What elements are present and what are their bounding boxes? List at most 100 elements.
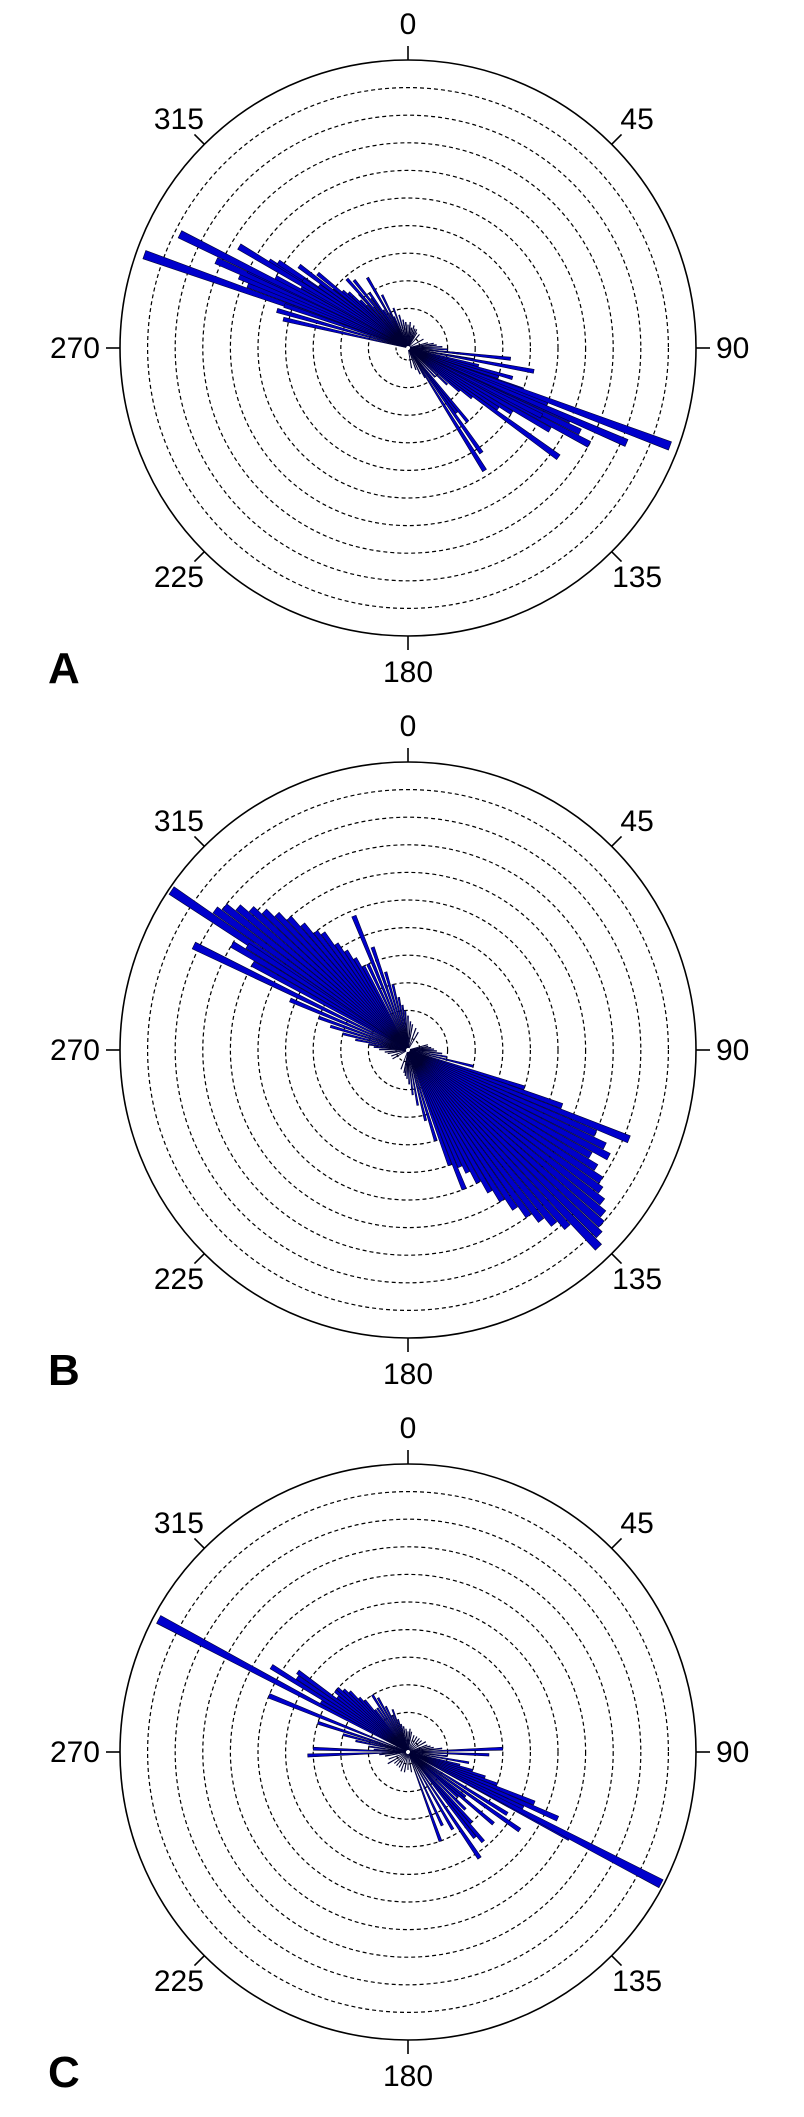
rose-bar	[409, 338, 424, 348]
rose-bar	[393, 1753, 407, 1764]
angle-label: 225	[154, 1263, 204, 1296]
grid-ring	[285, 926, 532, 1173]
grid-ring	[229, 1573, 587, 1931]
rose-bar	[156, 1615, 407, 1752]
grid-ring	[312, 954, 504, 1146]
rose-bar	[177, 230, 407, 348]
grid-ring	[367, 1009, 449, 1091]
grid-ring	[174, 816, 642, 1284]
angle-label: 135	[612, 1965, 662, 1998]
grid-ring	[340, 280, 476, 416]
rose-bar	[408, 332, 418, 347]
angle-tick	[611, 835, 623, 847]
angle-tick	[611, 1253, 623, 1265]
angle-label: 315	[154, 103, 204, 136]
rose-bar	[408, 1027, 417, 1049]
panel-label: B	[48, 1346, 80, 1395]
rose-bar	[410, 347, 512, 361]
grid-ring	[202, 142, 614, 554]
rose-bar	[407, 1754, 409, 1770]
rose-bar	[384, 1752, 406, 1757]
outer-circle	[119, 761, 697, 1339]
rose-bar	[398, 1753, 408, 1768]
grid-ring	[312, 1656, 504, 1848]
rose-bar	[409, 1737, 420, 1751]
rose-bar	[245, 942, 407, 1050]
rose-bar	[387, 1050, 406, 1055]
angle-label: 0	[400, 1412, 417, 1445]
rose-bar	[400, 1051, 408, 1070]
outer-circle	[119, 59, 697, 637]
rose-bar	[212, 906, 407, 1050]
rose-bar	[409, 348, 561, 461]
rose-bar	[283, 303, 407, 348]
rose-bar	[408, 1024, 414, 1048]
angle-label: 270	[50, 1736, 100, 1769]
rose-bar	[409, 1741, 427, 1752]
rose-bar	[408, 1731, 413, 1750]
angle-label: 0	[400, 8, 417, 41]
angle-tick	[193, 1253, 205, 1265]
angle-tick	[611, 551, 623, 563]
rose-bar	[408, 1754, 413, 1773]
grid-ring	[340, 1684, 476, 1820]
grid-ring	[174, 114, 642, 582]
angle-label: 45	[620, 805, 653, 838]
rose-bar	[400, 1753, 408, 1772]
angle-tick	[611, 133, 623, 145]
rose-bar	[403, 1754, 408, 1773]
rose-bar	[409, 348, 544, 419]
rose-bar	[392, 1050, 407, 1060]
grid-ring	[202, 1546, 614, 1958]
angle-label: 45	[620, 103, 653, 136]
grid-ring	[229, 871, 587, 1229]
grid-ring	[285, 1628, 532, 1875]
panel-label: A	[48, 644, 80, 693]
angle-label: 315	[154, 1507, 204, 1540]
rose-bar	[409, 1744, 428, 1752]
rose-panel-a: 0 45 90 135 180 225 270 315 A	[48, 8, 749, 693]
grid-ring	[340, 982, 476, 1118]
angle-label: 135	[612, 1263, 662, 1296]
rose-panel-b: 0 45 90 135 180 225 270 315 B	[48, 710, 749, 1395]
panel-label: C	[48, 2048, 80, 2097]
angle-label: 135	[612, 561, 662, 594]
angle-label: 270	[50, 1034, 100, 1067]
rose-bar	[408, 349, 459, 414]
angle-label: 90	[716, 1736, 749, 1769]
rose-panel-c: 0 45 90 135 180 225 270 315 C	[48, 1412, 749, 2097]
rose-bar	[409, 1740, 423, 1751]
rose-bar	[408, 1735, 415, 1751]
angle-label: 90	[716, 332, 749, 365]
grid-ring	[257, 1601, 559, 1903]
grid-ring	[174, 1518, 642, 1986]
rose-bar	[409, 333, 420, 347]
angle-label: 90	[716, 1034, 749, 1067]
grid-ring	[257, 899, 559, 1201]
rose-bar	[408, 1736, 418, 1751]
grid-ring	[202, 844, 614, 1256]
angle-label: 315	[154, 805, 204, 838]
rose-bar	[403, 1052, 408, 1074]
angle-label: 270	[50, 332, 100, 365]
grid-ring	[367, 1711, 449, 1793]
grid-ring	[147, 1490, 669, 2013]
rose-bar	[408, 349, 417, 371]
angle-label: 180	[383, 2060, 433, 2093]
rose-bar	[296, 1669, 407, 1752]
rose-bar	[408, 1031, 419, 1049]
angle-label: 180	[383, 1358, 433, 1391]
angle-label: 225	[154, 561, 204, 594]
outer-circle	[119, 1463, 697, 2041]
angle-tick	[193, 1955, 205, 1967]
angle-label: 0	[400, 710, 417, 743]
grid-ring	[147, 788, 669, 1311]
grid-ring	[147, 87, 669, 609]
angle-tick	[193, 835, 205, 847]
angle-tick	[193, 1537, 205, 1549]
grid-ring	[367, 307, 449, 389]
rose-bar	[391, 1050, 407, 1057]
angle-tick	[193, 551, 205, 563]
angle-tick	[611, 1955, 623, 1967]
rose-bar	[409, 1044, 429, 1050]
